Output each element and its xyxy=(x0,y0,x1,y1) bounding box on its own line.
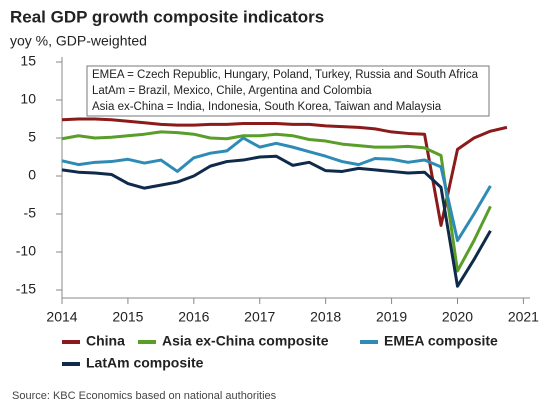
note-box xyxy=(86,65,490,117)
x-tick-label: 2018 xyxy=(310,309,341,325)
legend-label: China xyxy=(86,333,125,349)
note: LatAm = Brazil, Mexico, Chile, Argentina… xyxy=(92,85,372,97)
y-tick-label: -5 xyxy=(24,205,37,221)
x-tick-label: 2016 xyxy=(178,309,209,325)
x-tick-label: 2015 xyxy=(112,309,143,325)
series-line xyxy=(61,154,492,288)
x-tick-label: 2014 xyxy=(46,309,77,325)
y-tick-label: 0 xyxy=(28,167,36,183)
x-tick-label: 2021 xyxy=(508,309,539,325)
note: Asia ex-China = India, Indonesia, South … xyxy=(92,101,442,113)
source: Source: KBC Economics based on national … xyxy=(12,390,277,402)
x-tick-label: 2019 xyxy=(376,309,407,325)
legend-label: LatAm composite xyxy=(86,355,204,371)
chart-title: Real GDP growth composite indicators xyxy=(10,7,324,26)
legend-label: Asia ex-China composite xyxy=(162,333,329,349)
series-line xyxy=(61,130,492,273)
x-tick-label: 2017 xyxy=(244,309,275,325)
chart-subtitle: yoy %, GDP-weighted xyxy=(10,33,147,49)
y-tick-label: -15 xyxy=(16,281,36,297)
x-tick-label: 2020 xyxy=(442,309,473,325)
y-tick-label: 15 xyxy=(20,53,36,69)
series-line xyxy=(61,136,492,243)
note: EMEA = Czech Republic, Hungary, Poland, … xyxy=(92,69,479,81)
y-tick-label: -10 xyxy=(16,243,36,259)
legend-label: EMEA composite xyxy=(384,333,498,349)
y-tick-label: 10 xyxy=(20,91,36,107)
y-tick-label: 5 xyxy=(28,129,36,145)
